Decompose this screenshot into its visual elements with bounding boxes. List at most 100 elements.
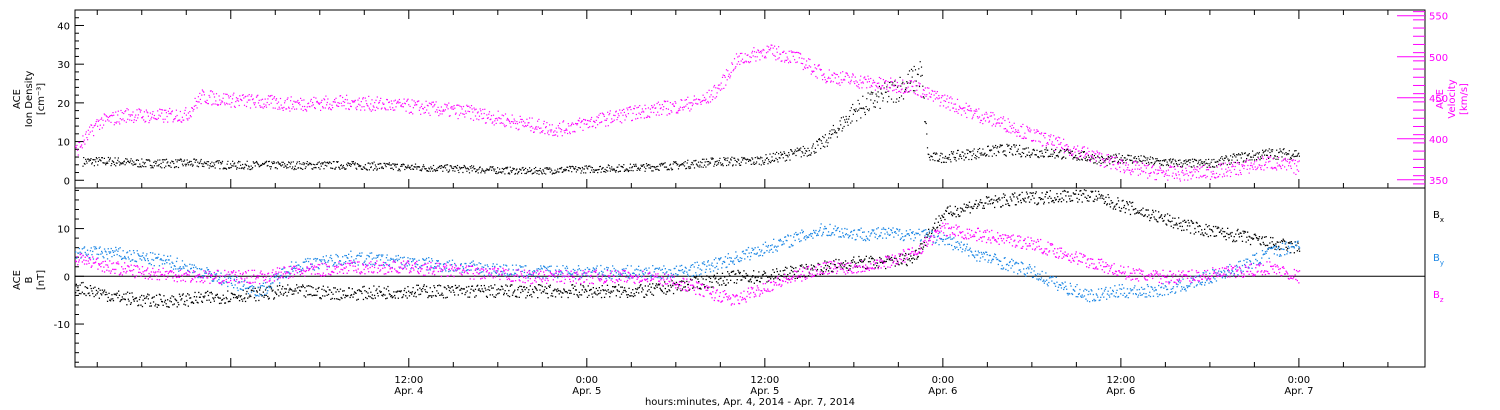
ion-density-point (249, 168, 251, 171)
ion-density-point (285, 165, 287, 167)
ion-density-point (1053, 150, 1055, 152)
velocity-point (597, 124, 599, 126)
bx-point (408, 295, 411, 297)
velocity-point (984, 113, 986, 115)
ion-density-point (202, 163, 204, 165)
bx-point (331, 297, 333, 300)
velocity-point (386, 98, 388, 101)
ion-density-point (1288, 150, 1290, 152)
ion-density-point (531, 173, 533, 175)
velocity-point (430, 103, 432, 105)
bx-point (727, 271, 729, 273)
velocity-point (932, 100, 934, 102)
ion-density-point (490, 166, 492, 168)
bx-point (219, 297, 221, 299)
velocity-point (388, 101, 390, 104)
bx-point (924, 236, 926, 239)
velocity-point (1129, 169, 1131, 171)
velocity-point (788, 50, 790, 52)
velocity-point (894, 79, 896, 81)
velocity-point (414, 104, 416, 106)
ion-density-point (1175, 160, 1177, 163)
velocity-point (480, 110, 482, 112)
velocity-point (172, 121, 174, 123)
ion-density-point (554, 169, 556, 171)
ion-density-point (514, 173, 516, 175)
velocity-point (800, 62, 802, 64)
ion-density-point (1182, 163, 1184, 165)
velocity-point (937, 98, 939, 100)
ion-density-point (625, 170, 627, 172)
bx-point (126, 304, 128, 306)
ion-density-point (280, 164, 282, 166)
velocity-point (573, 130, 575, 132)
ion-density-point (1059, 151, 1061, 153)
velocity-point (495, 122, 497, 124)
ion-density-point (270, 166, 272, 168)
bx-point (761, 277, 763, 279)
ion-density-point (846, 118, 848, 120)
bx-point (531, 288, 534, 291)
ion-density-point (276, 168, 278, 170)
velocity-point (859, 79, 861, 81)
bx-point (399, 290, 401, 292)
ion-density-point (792, 152, 794, 154)
ion-density-point (1085, 159, 1087, 161)
ion-density-point (1179, 159, 1181, 161)
velocity-point (340, 102, 342, 104)
velocity-point (194, 97, 196, 99)
bx-point (834, 264, 836, 266)
velocity-point (407, 98, 409, 100)
ion-density-point (404, 166, 407, 168)
velocity-point (1099, 152, 1101, 154)
velocity-point (1229, 169, 1231, 171)
velocity-point (761, 55, 764, 57)
ion-density-point (615, 169, 617, 172)
bx-point (669, 284, 672, 286)
velocity-point (1151, 166, 1153, 168)
density-axis-label: ACEIon Density[cm⁻³] (12, 71, 47, 128)
velocity-point (179, 119, 181, 121)
bx-point (753, 282, 755, 284)
velocity-point (784, 59, 786, 61)
bx-point (78, 292, 80, 295)
bx-point (803, 275, 805, 277)
bx-point (828, 266, 830, 268)
bx-point (641, 291, 643, 293)
ion-density-point (535, 166, 537, 169)
velocity-point (631, 119, 633, 121)
ion-density-point (1163, 159, 1165, 161)
ion-density-point (256, 162, 258, 164)
velocity-point (1260, 168, 1262, 171)
ion-density-point (905, 87, 907, 89)
velocity-point (739, 52, 742, 55)
ion-density-point (314, 166, 316, 169)
ion-density-point (895, 101, 897, 103)
ion-density-point (105, 164, 107, 166)
bx-point (350, 294, 353, 296)
bx-point (651, 293, 653, 295)
velocity-point (524, 122, 526, 124)
bx-point (864, 258, 866, 260)
velocity-point (83, 141, 85, 143)
ion-density-point (966, 149, 968, 151)
ion-density-point (427, 170, 429, 172)
ion-density-point (497, 172, 499, 174)
bx-point (545, 292, 547, 294)
bx-point (390, 295, 392, 298)
ion-density-point (914, 69, 917, 71)
ion-density-point (972, 150, 974, 152)
bx-point (290, 288, 292, 291)
ion-density-point (902, 98, 905, 100)
velocity-point (218, 95, 220, 97)
bx-point (548, 285, 550, 287)
bx-point (517, 286, 520, 289)
velocity-point (177, 119, 179, 121)
bx-point (482, 290, 484, 292)
velocity-point (162, 118, 164, 120)
ion-density-point (999, 146, 1001, 148)
velocity-point (242, 94, 244, 96)
ion-density-point (511, 171, 513, 173)
bx-point (83, 293, 86, 295)
velocity-point (538, 118, 540, 120)
